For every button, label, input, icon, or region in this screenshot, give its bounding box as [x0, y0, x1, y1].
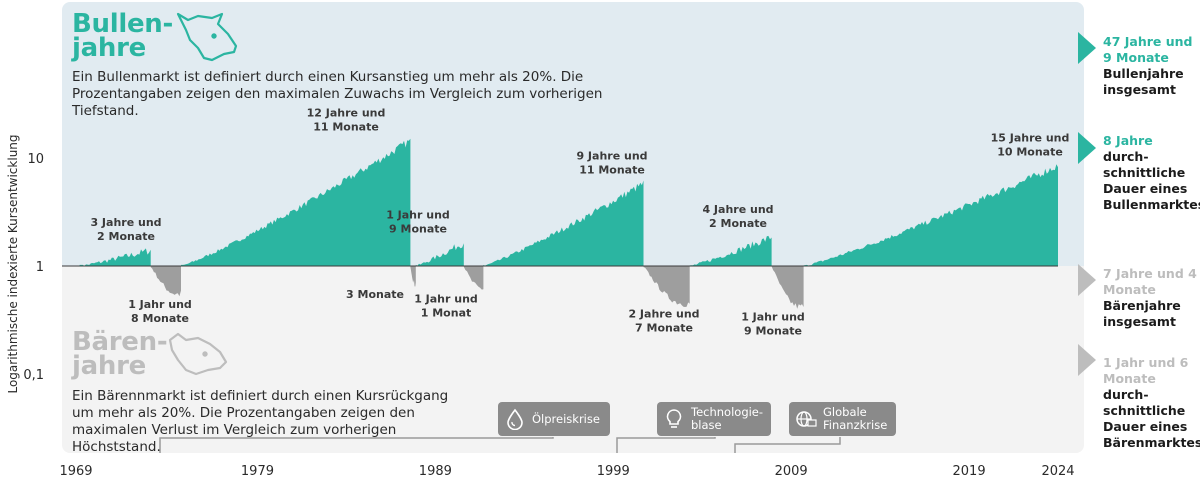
tech-bubble-label: Technologie-blase	[691, 405, 764, 432]
period-duration-label: 1 Jahr und 9 Monate	[386, 209, 450, 236]
bull-panel	[62, 2, 1084, 266]
period-duration-label: 12 Jahre und 11 Monate	[307, 107, 386, 134]
bull-avg-arrow	[1078, 132, 1096, 164]
bear-total-arrow	[1078, 264, 1096, 296]
bear-total-summary: 7 Jahre und 4 Monate Bärenjahre insgesam…	[1103, 266, 1199, 330]
bull-average-summary: 8 Jahre durch-schnittliche Dauer eines B…	[1103, 133, 1200, 213]
bull-period-area	[79, 248, 151, 266]
market-areas	[79, 138, 1058, 309]
bull-avg-value: 8 Jahre	[1103, 133, 1153, 148]
bull-avg-label: durch-schnittliche Dauer eines Bullenmar…	[1103, 149, 1200, 212]
lightbulb-icon	[666, 409, 682, 428]
period-duration-label: 1 Jahr und 9 Monate	[741, 311, 805, 338]
bull-total-label: Bullenjahre insgesamt	[1103, 66, 1184, 97]
period-duration-label: 9 Jahre und 11 Monate	[576, 150, 647, 177]
bull-period-area	[415, 242, 464, 266]
period-duration-label: 1 Jahr und 1 Monat	[414, 292, 478, 319]
oil-crisis-tag: Ölpreiskrise	[498, 402, 610, 436]
bull-head-icon	[176, 12, 238, 62]
bull-period-area	[803, 164, 1058, 266]
bull-total-summary: 47 Jahre und 9 Monate Bullenjahre insges…	[1103, 34, 1199, 98]
bull-period-area	[483, 180, 644, 266]
globe-money-icon	[796, 411, 817, 427]
x-tick-label: 1989	[419, 464, 452, 479]
oil-drop-icon	[507, 408, 523, 430]
bear-avg-value: 1 Jahr und 6 Monate	[1103, 355, 1189, 386]
y-tick-label: 1	[36, 260, 44, 275]
y-axis-ticks: 10 1 0,1	[23, 152, 44, 383]
bear-title-text: Bären-jahre	[72, 327, 168, 381]
financial-crisis-timeline	[734, 437, 841, 453]
bull-period-area	[689, 235, 772, 266]
x-tick-label: 1969	[59, 464, 92, 479]
bear-average-summary: 1 Jahr und 6 Monate durch-schnittliche D…	[1103, 355, 1200, 451]
bear-title: Bären-jahre	[72, 327, 168, 381]
period-duration-label: 1 Jahr und 8 Monate	[128, 298, 192, 325]
bear-period-area	[463, 266, 484, 290]
x-tick-label: 2009	[775, 464, 808, 479]
x-tick-label: 1979	[241, 464, 274, 479]
period-duration-label: 4 Jahre und 2 Monate	[702, 203, 773, 230]
bear-head-icon	[168, 332, 228, 376]
bull-total-value: 47 Jahre und 9 Monate	[1103, 34, 1193, 65]
period-duration-label: 3 Monate	[346, 288, 404, 301]
bull-title: Bullen-jahre	[72, 9, 173, 63]
bear-total-value: 7 Jahre und 4 Monate	[1103, 266, 1197, 297]
y-tick-label: 0,1	[23, 368, 44, 383]
bear-avg-arrow	[1078, 344, 1096, 376]
period-duration-label: 2 Jahre und 7 Monate	[628, 307, 699, 334]
oil-crisis-timeline	[159, 437, 554, 453]
y-tick-label: 10	[27, 152, 44, 167]
oil-crisis-label: Ölpreiskrise	[532, 411, 600, 426]
financial-crisis-tag: Globale Finanzkrise	[789, 402, 896, 436]
bear-period-area	[150, 266, 181, 297]
bear-description: Ein Bärennmarkt ist definiert durch eine…	[72, 388, 449, 455]
bear-period-area	[410, 266, 416, 287]
event-timelines	[159, 437, 841, 453]
bear-total-label: Bärenjahre insgesamt	[1103, 298, 1181, 329]
x-tick-label: 2019	[953, 464, 986, 479]
period-duration-label: 15 Jahre und 10 Monate	[991, 132, 1070, 159]
x-tick-label: 1999	[597, 464, 630, 479]
bull-title-text: Bullen-jahre	[72, 9, 173, 63]
bear-period-area	[643, 266, 690, 307]
bear-period-area	[771, 266, 804, 309]
bull-total-arrow	[1078, 32, 1096, 64]
tech-bubble-tag: Technologie-blase	[657, 402, 771, 436]
period-labels: 3 Jahre und 2 Monate 1 Jahr und 8 Monate 12 …	[90, 107, 1069, 338]
bull-period-area	[181, 138, 411, 266]
x-tick-label: 2024	[1041, 464, 1074, 479]
tech-bubble-timeline	[616, 437, 716, 453]
financial-crisis-label: Globale Finanzkrise	[823, 405, 888, 432]
period-duration-label: 3 Jahre und 2 Monate	[90, 216, 161, 243]
y-axis-label: Logarithmische indexierte Kursentwicklun…	[6, 134, 20, 393]
bear-avg-label: durch-schnittliche Dauer eines Bärenmark…	[1103, 387, 1200, 450]
bull-description: Ein Bullenmarkt ist definiert durch eine…	[72, 69, 603, 119]
x-axis-ticks: 1969 1979 1989 1999 2009 2019 2024	[59, 464, 1074, 479]
